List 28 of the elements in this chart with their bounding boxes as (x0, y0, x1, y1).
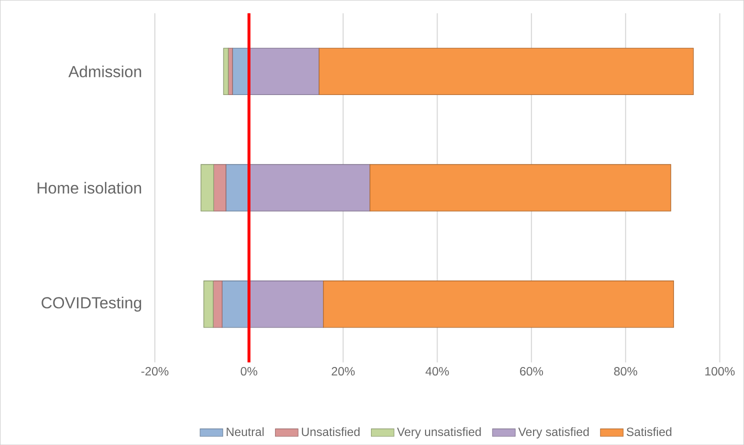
bar (222, 280, 250, 328)
legend-label: Satisfied (626, 427, 672, 436)
bar (323, 280, 674, 328)
y-tick-label: COVIDTesting (42, 296, 142, 312)
bar (248, 164, 370, 212)
x-tick-label: 40% (426, 366, 449, 376)
y-tick-label: Admission (68, 65, 142, 78)
x-tick-label: 60% (520, 366, 544, 376)
x-tick-label: 20% (332, 366, 355, 376)
bar (223, 48, 229, 95)
x-tick-label: 0% (240, 366, 258, 376)
bar (318, 48, 694, 95)
bar (212, 280, 222, 328)
legend-label: Unsatisfied (302, 427, 360, 436)
legend-label: Very unsatisfied (396, 427, 481, 438)
x-tick-label: -20% (141, 366, 168, 376)
x-tick-label: 80% (614, 366, 638, 376)
bar (200, 164, 214, 212)
y-tick-label: Home isolation (38, 182, 142, 194)
bar (203, 280, 214, 328)
bar (248, 48, 320, 95)
bar (213, 164, 226, 212)
bar (248, 280, 324, 328)
x-tick-label: 100% (705, 366, 735, 376)
bar (228, 48, 233, 95)
legend-label: Very satisfied (518, 427, 589, 438)
bar (370, 164, 672, 212)
legend-label: Neutral (226, 427, 264, 436)
